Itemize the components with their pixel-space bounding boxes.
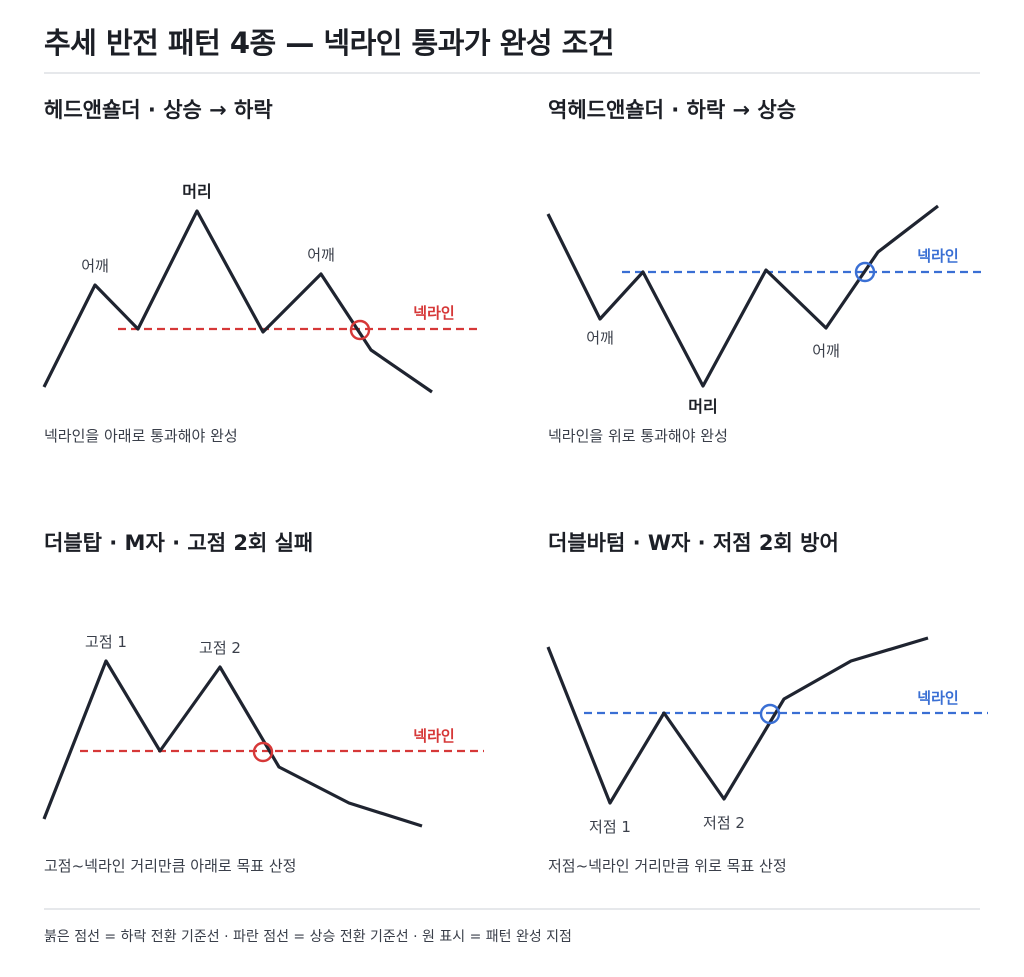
first-trough-label: 저점 1 <box>589 818 631 836</box>
panel-head-and-shoulders: 헤드앤숄더 · 상승 → 하락 어깨 머리 어깨 넥라인 넥라인을 아래로 통과… <box>42 94 494 464</box>
head-and-shoulders-diagram: 어깨 머리 어깨 넥라인 <box>42 182 478 394</box>
left-shoulder-label: 어깨 <box>81 257 109 275</box>
panel-double-top: 더블탑 · M자 · 고점 2회 실패 고점 1 고점 2 넥라인 고점~넥라인… <box>42 527 494 887</box>
completion-marker <box>759 703 781 725</box>
page-title: 추세 반전 패턴 4종 — 넥라인 통과가 완성 조건 <box>44 26 615 60</box>
footer-divider <box>44 908 980 910</box>
price-line <box>42 209 433 394</box>
neckline-label: 넥라인 <box>917 689 958 707</box>
second-trough-label: 저점 2 <box>703 814 745 832</box>
panel-title: 더블바텀 · W자 · 저점 2회 방어 <box>548 531 839 555</box>
panel-caption: 넥라인을 아래로 통과해야 완성 <box>44 427 238 445</box>
panel-title: 역헤드앤숄더 · 하락 → 상승 <box>548 98 797 122</box>
price-line <box>42 659 423 828</box>
panel-caption: 저점~넥라인 거리만큼 위로 목표 산정 <box>548 857 787 875</box>
panel-title: 헤드앤숄더 · 상승 → 하락 <box>44 98 273 122</box>
head-label: 머리 <box>182 182 211 201</box>
second-peak-label: 고점 2 <box>199 639 241 657</box>
left-shoulder-label: 어깨 <box>586 329 614 347</box>
double-top-diagram: 고점 1 고점 2 넥라인 <box>42 633 484 828</box>
head-label: 머리 <box>688 397 717 416</box>
neckline-label: 넥라인 <box>413 304 454 322</box>
completion-marker <box>349 319 371 341</box>
panel-double-bottom: 더블바텀 · W자 · 저점 2회 방어 저점 1 저점 2 넥라인 저점~넥라… <box>546 527 998 887</box>
inverse-head-and-shoulders-diagram: 어깨 머리 어깨 넥라인 <box>546 204 982 416</box>
title-divider <box>44 72 980 74</box>
right-shoulder-label: 어깨 <box>307 246 335 264</box>
right-shoulder-label: 어깨 <box>812 342 840 360</box>
first-peak-label: 고점 1 <box>85 633 127 651</box>
neckline-label: 넥라인 <box>413 727 454 745</box>
price-line <box>546 204 939 388</box>
panel-caption: 고점~넥라인 거리만큼 아래로 목표 산정 <box>44 857 297 875</box>
panel-caption: 넥라인을 위로 통과해야 완성 <box>548 427 728 445</box>
completion-marker <box>854 261 876 283</box>
footer-legend: 붉은 점선 = 하락 전환 기준선 · 파란 점선 = 상승 전환 기준선 · … <box>44 929 572 945</box>
panel-title: 더블탑 · M자 · 고점 2회 실패 <box>44 531 314 555</box>
neckline-label: 넥라인 <box>917 247 958 265</box>
completion-marker <box>252 741 274 763</box>
double-bottom-diagram: 저점 1 저점 2 넥라인 <box>546 636 988 836</box>
price-line <box>546 636 929 805</box>
panel-inverse-head-and-shoulders: 역헤드앤숄더 · 하락 → 상승 어깨 머리 어깨 넥라인 넥라인을 위로 통과… <box>546 94 998 464</box>
